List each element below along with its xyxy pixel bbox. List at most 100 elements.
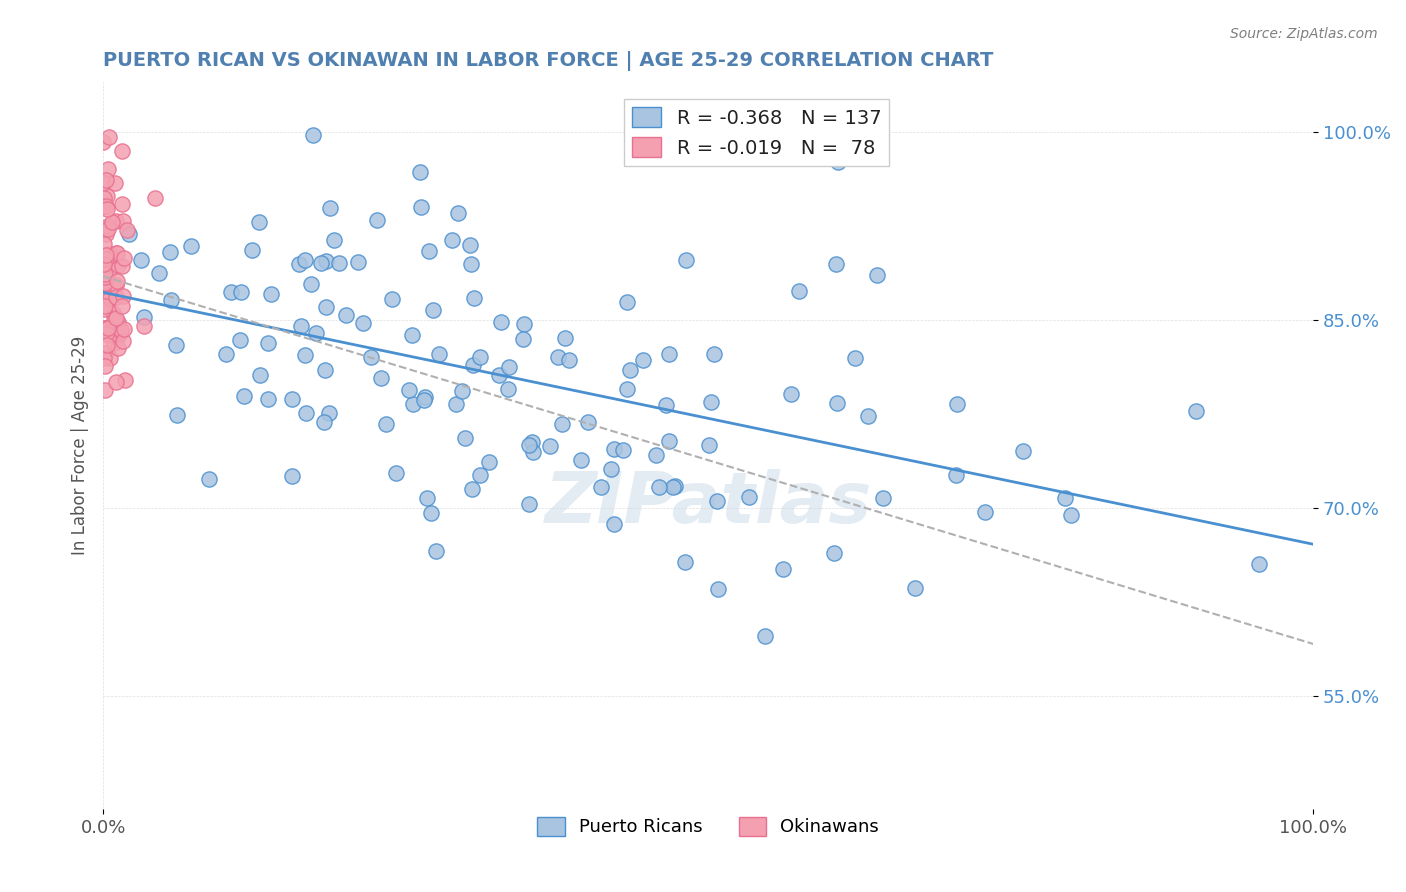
Point (94, 248, 117, 262)
Point (93, 176, 115, 190)
Point (319, 201, 342, 215)
Point (302, 128, 325, 143)
Point (93, 300, 115, 314)
Point (454, 431, 477, 445)
Point (673, 555, 696, 569)
Point (603, 516, 626, 531)
Point (94, 172, 117, 186)
Point (98, 292, 121, 306)
Point (256, 392, 278, 406)
Point (288, 257, 311, 271)
Point (458, 237, 481, 252)
Point (612, 442, 634, 457)
Point (159, 244, 181, 259)
Point (517, 498, 540, 512)
Point (460, 256, 482, 270)
Point (591, 480, 613, 494)
Y-axis label: In Labor Force | Age 25-29: In Labor Force | Age 25-29 (72, 336, 89, 556)
Point (551, 417, 574, 431)
Point (401, 328, 423, 343)
Point (105, 316, 128, 330)
Point (93, 321, 115, 335)
Point (232, 389, 254, 403)
Point (115, 223, 138, 237)
Point (295, 406, 318, 420)
Point (93, 291, 115, 305)
Point (290, 318, 312, 333)
Point (105, 290, 128, 304)
Point (370, 371, 392, 385)
Point (219, 285, 242, 299)
Point (512, 332, 534, 346)
Point (94, 227, 117, 241)
Point (675, 252, 697, 267)
Point (599, 462, 621, 476)
Point (145, 191, 167, 205)
Point (108, 328, 131, 343)
Point (98, 351, 121, 366)
Point (402, 397, 425, 411)
Point (104, 311, 127, 326)
Point (322, 233, 344, 247)
Point (772, 561, 794, 575)
Point (111, 197, 134, 211)
Point (352, 316, 374, 330)
Point (104, 214, 127, 228)
Point (105, 310, 128, 325)
Point (478, 455, 501, 469)
Point (856, 409, 879, 423)
Point (281, 392, 304, 406)
Point (619, 363, 641, 377)
Point (134, 319, 156, 334)
Point (105, 274, 128, 288)
Point (538, 439, 561, 453)
Point (1054, 491, 1077, 506)
Point (249, 368, 271, 383)
Point (844, 351, 866, 366)
Point (93, 301, 115, 316)
Point (294, 348, 316, 362)
Point (1249, 557, 1271, 571)
Point (198, 472, 221, 486)
Point (105, 245, 128, 260)
Point (1060, 508, 1083, 522)
Point (129, 253, 152, 268)
Point (94, 199, 117, 213)
Point (366, 213, 388, 227)
Point (517, 438, 540, 452)
Point (569, 453, 592, 467)
Point (468, 467, 491, 482)
Point (409, 201, 432, 215)
Point (309, 256, 332, 270)
Point (318, 406, 340, 420)
Point (558, 352, 581, 367)
Point (94, 326, 117, 341)
Point (554, 330, 576, 344)
Point (111, 214, 134, 228)
Point (633, 352, 655, 367)
Point (94, 321, 117, 335)
Point (260, 287, 283, 301)
Point (93, 237, 115, 252)
Point (425, 544, 447, 558)
Point (315, 253, 337, 268)
Point (702, 346, 724, 360)
Point (616, 382, 638, 396)
Point (299, 277, 322, 291)
Point (97, 221, 120, 235)
Point (374, 417, 396, 431)
Point (103, 336, 125, 351)
Point (547, 351, 569, 365)
Point (706, 493, 728, 508)
Point (706, 582, 728, 596)
Point (418, 244, 440, 258)
Point (257, 335, 280, 350)
Point (498, 359, 520, 374)
Point (444, 397, 467, 411)
Point (576, 415, 599, 429)
Point (231, 285, 253, 299)
Point (112, 252, 135, 266)
Point (413, 390, 436, 404)
Point (229, 333, 252, 347)
Point (94, 346, 117, 360)
